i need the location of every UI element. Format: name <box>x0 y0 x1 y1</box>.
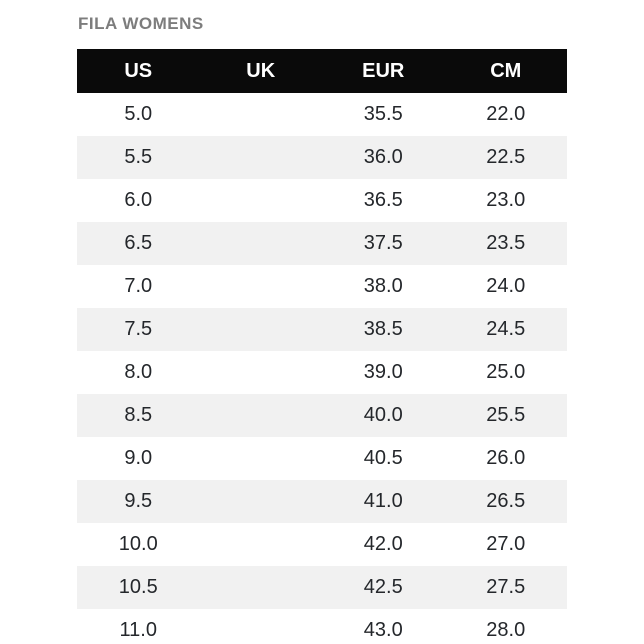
cell-us: 6.5 <box>124 232 153 254</box>
page-title: FILA WOMENS <box>78 14 204 33</box>
table-row: 7.0 38.0 24.0 <box>77 265 567 308</box>
cell-us: 9.0 <box>124 447 153 469</box>
cell-eur: 36.0 <box>363 146 403 168</box>
cell-cm: 26.5 <box>486 490 526 512</box>
cell-us: 5.0 <box>124 103 153 125</box>
table-row: 8.5 40.0 25.5 <box>77 394 567 437</box>
table-row: 5.5 36.0 22.5 <box>77 136 567 179</box>
cell-us: 10.5 <box>118 576 158 598</box>
cell-eur: 43.0 <box>363 619 403 641</box>
cell-us: 8.0 <box>124 361 153 383</box>
size-conversion-table: US UK EUR CM 5.0 35.5 22.0 5.5 36.0 22.5… <box>77 49 567 644</box>
table-row: 10.5 42.5 27.5 <box>77 566 567 609</box>
column-header-eur: EUR <box>362 59 405 82</box>
cell-cm: 24.0 <box>486 275 526 297</box>
cell-eur: 42.5 <box>363 576 403 598</box>
cell-cm: 22.0 <box>486 103 526 125</box>
cell-eur: 35.5 <box>363 103 403 125</box>
cell-cm: 23.0 <box>486 189 526 211</box>
table-header-row: US UK EUR CM <box>77 49 567 93</box>
cell-us: 10.0 <box>118 533 158 555</box>
table-row: 11.0 43.0 28.0 <box>77 609 567 644</box>
cell-cm: 22.5 <box>486 146 526 168</box>
cell-cm: 25.5 <box>486 404 526 426</box>
cell-cm: 24.5 <box>486 318 526 340</box>
table-row: 8.0 39.0 25.0 <box>77 351 567 394</box>
table-row: 10.0 42.0 27.0 <box>77 523 567 566</box>
cell-cm: 27.0 <box>486 533 526 555</box>
cell-us: 5.5 <box>124 146 153 168</box>
cell-eur: 36.5 <box>363 189 403 211</box>
table-row: 7.5 38.5 24.5 <box>77 308 567 351</box>
cell-eur: 42.0 <box>363 533 403 555</box>
column-header-uk: UK <box>246 59 276 82</box>
cell-cm: 26.0 <box>486 447 526 469</box>
cell-cm: 23.5 <box>486 232 526 254</box>
cell-cm: 27.5 <box>486 576 526 598</box>
cell-eur: 37.5 <box>363 232 403 254</box>
table-row: 9.0 40.5 26.0 <box>77 437 567 480</box>
cell-us: 8.5 <box>124 404 153 426</box>
cell-eur: 38.5 <box>363 318 403 340</box>
column-header-us: US <box>124 59 153 82</box>
column-header-cm: CM <box>490 59 522 82</box>
cell-eur: 41.0 <box>363 490 403 512</box>
table-row: 9.5 41.0 26.5 <box>77 480 567 523</box>
table-row: 6.5 37.5 23.5 <box>77 222 567 265</box>
cell-us: 7.0 <box>124 275 153 297</box>
cell-eur: 40.0 <box>363 404 403 426</box>
cell-us: 11.0 <box>119 619 157 641</box>
cell-us: 6.0 <box>124 189 153 211</box>
table-row: 6.0 36.5 23.0 <box>77 179 567 222</box>
cell-eur: 38.0 <box>363 275 403 297</box>
table-row: 5.0 35.5 22.0 <box>77 93 567 136</box>
cell-eur: 39.0 <box>363 361 403 383</box>
cell-cm: 25.0 <box>486 361 526 383</box>
cell-us: 9.5 <box>124 490 153 512</box>
cell-us: 7.5 <box>124 318 153 340</box>
cell-eur: 40.5 <box>363 447 403 469</box>
table-body: 5.0 35.5 22.0 5.5 36.0 22.5 6.0 36.5 23.… <box>77 93 567 644</box>
cell-cm: 28.0 <box>486 619 526 641</box>
